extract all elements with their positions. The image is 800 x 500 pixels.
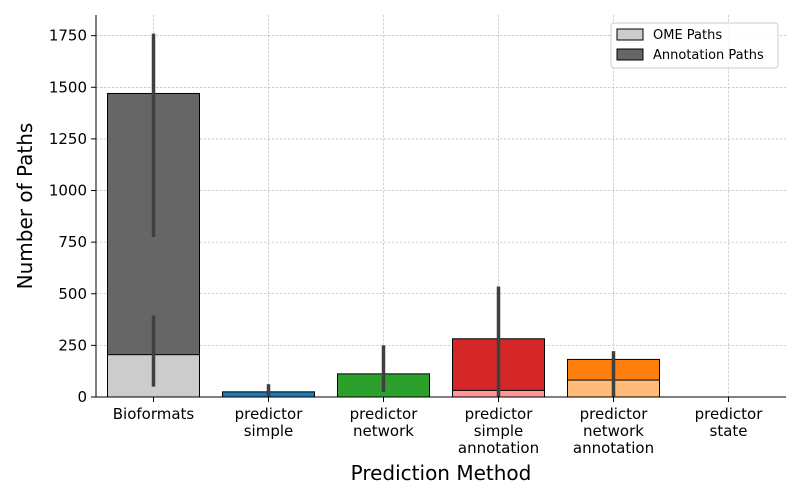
axes — [95, 15, 786, 398]
legend-label: Annotation Paths — [653, 48, 764, 63]
error-bars — [151, 33, 616, 397]
x-ticks: Bioformats predictor simple predictor networ… — [113, 397, 763, 457]
x-tick-label: predictor simple — [235, 405, 304, 440]
x-tick-label: predictor network — [350, 405, 419, 440]
x-tick-label: predictor state — [695, 405, 764, 440]
x-tick-label: Bioformats — [113, 405, 195, 423]
y-tick-label: 750 — [58, 233, 87, 251]
legend-box — [610, 22, 779, 69]
y-tick-label: 1000 — [49, 182, 87, 200]
x-tick-label: predictor network annotation — [573, 405, 654, 457]
bars — [107, 92, 660, 398]
legend-swatch — [616, 48, 644, 61]
legend-label: OME Paths — [653, 28, 722, 43]
y-tick-label: 0 — [77, 388, 87, 406]
grid-lines — [96, 15, 786, 398]
y-tick-label: 1500 — [49, 78, 87, 96]
y-tick-label: 1250 — [49, 130, 87, 148]
x-tick-label: predictor simple annotation — [458, 405, 539, 457]
y-axis-label: Number of Paths — [13, 123, 37, 290]
y-ticks: 0 250 500 750 1000 1250 1500 1750 — [49, 27, 96, 406]
y-tick-label: 250 — [58, 336, 87, 354]
y-tick-label: 1750 — [49, 27, 87, 45]
legend-swatch — [616, 28, 644, 41]
x-axis-label: Prediction Method — [351, 461, 532, 485]
y-tick-label: 500 — [58, 285, 87, 303]
legend: OME Paths Annotation Paths — [610, 22, 779, 69]
